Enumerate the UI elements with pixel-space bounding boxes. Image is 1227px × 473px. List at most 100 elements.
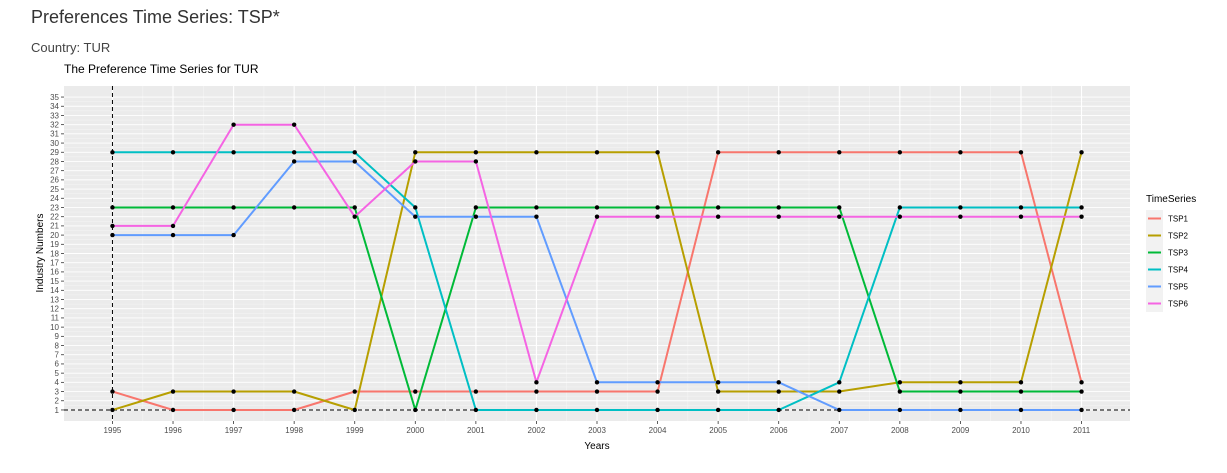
x-tick-label: 2002 (528, 426, 546, 435)
y-tick-label: 20 (50, 231, 59, 240)
data-point-tsp4 (958, 205, 963, 210)
data-point-tsp2 (958, 380, 963, 385)
data-point-tsp6 (715, 214, 721, 219)
legend-label-tsp4: TSP4 (1168, 266, 1189, 275)
data-point-tsp2 (413, 150, 418, 155)
legend-label-tsp6: TSP6 (1168, 300, 1189, 309)
y-tick-label: 27 (50, 166, 59, 175)
data-point-tsp1 (110, 389, 115, 394)
data-point-tsp4 (715, 407, 721, 413)
data-point-tsp3 (776, 205, 781, 210)
y-tick-label: 34 (50, 102, 59, 111)
data-point-tsp5 (837, 407, 842, 413)
x-tick-label: 2008 (891, 426, 909, 435)
data-point-tsp5 (1018, 407, 1024, 413)
x-tick-label: 2011 (1073, 426, 1091, 435)
data-point-tsp2 (655, 150, 660, 155)
data-point-tsp1 (715, 150, 721, 155)
data-point-tsp6 (170, 223, 176, 229)
y-tick-label: 28 (50, 157, 59, 166)
x-tick-label: 2003 (588, 426, 606, 435)
y-tick-label: 4 (55, 378, 60, 387)
data-point-tsp5 (110, 232, 115, 238)
x-tick-label: 1998 (285, 426, 303, 435)
y-tick-label: 1 (55, 406, 60, 415)
x-tick-label: 2006 (770, 426, 788, 435)
data-point-tsp2 (291, 389, 297, 394)
data-point-tsp6 (655, 214, 660, 219)
x-tick-label: 2000 (406, 426, 424, 435)
legend-label-tsp5: TSP5 (1168, 283, 1189, 292)
data-point-tsp5 (715, 380, 721, 385)
x-tick-label: 2005 (709, 426, 727, 435)
data-point-tsp6 (534, 380, 539, 385)
data-point-tsp3 (958, 389, 963, 394)
legend: TimeSeries TSP1 TSP2 TSP3 TSP4 TSP5 TSP6 (1146, 194, 1196, 312)
data-point-tsp4 (655, 407, 660, 413)
x-tick-label: 1999 (346, 426, 364, 435)
data-point-tsp3 (1018, 389, 1024, 394)
x-tick-label: 2001 (467, 426, 485, 435)
y-tick-label: 8 (55, 341, 60, 350)
data-point-tsp3 (837, 205, 842, 210)
x-tick-label: 1997 (225, 426, 243, 435)
data-point-tsp4 (291, 150, 297, 155)
data-point-tsp4 (594, 407, 600, 413)
data-point-tsp5 (534, 214, 539, 219)
data-point-tsp5 (594, 380, 600, 385)
data-point-tsp2 (534, 150, 539, 155)
data-point-tsp2 (1018, 380, 1024, 385)
legend-title: TimeSeries (1146, 194, 1196, 205)
data-point-tsp1 (231, 407, 236, 413)
data-point-tsp2 (231, 389, 236, 394)
data-point-tsp6 (231, 122, 236, 127)
data-point-tsp2 (837, 389, 842, 394)
y-axis: 1234567891011121314151617181920212223242… (50, 93, 64, 415)
data-point-tsp3 (110, 205, 115, 210)
y-tick-label: 32 (50, 120, 59, 129)
data-point-tsp6 (110, 223, 115, 229)
data-point-tsp3 (1079, 389, 1084, 394)
y-tick-label: 23 (50, 203, 59, 212)
data-point-tsp5 (170, 232, 176, 238)
y-tick-label: 35 (50, 93, 59, 102)
y-tick-label: 10 (50, 323, 59, 332)
data-point-tsp3 (534, 205, 539, 210)
y-tick-label: 21 (50, 222, 59, 231)
data-point-tsp5 (413, 214, 418, 219)
data-point-tsp3 (715, 205, 721, 210)
y-tick-label: 7 (55, 351, 60, 360)
y-tick-label: 30 (50, 139, 59, 148)
data-point-tsp3 (897, 389, 903, 394)
y-tick-label: 16 (50, 268, 59, 277)
data-point-tsp6 (594, 214, 600, 219)
data-point-tsp2 (352, 407, 357, 413)
data-point-tsp5 (897, 407, 903, 413)
data-point-tsp1 (291, 407, 297, 413)
legend-label-tsp3: TSP3 (1168, 249, 1189, 258)
data-point-tsp4 (413, 205, 418, 210)
y-axis-title: Industry Numbers (35, 214, 46, 293)
data-point-tsp3 (291, 205, 297, 210)
y-tick-label: 14 (50, 286, 59, 295)
data-point-tsp5 (291, 159, 297, 164)
x-axis-title: Years (584, 441, 609, 452)
x-tick-label: 2009 (952, 426, 970, 435)
data-point-tsp5 (231, 232, 236, 238)
y-tick-label: 9 (55, 332, 60, 341)
y-tick-label: 29 (50, 148, 59, 157)
data-point-tsp2 (1079, 150, 1084, 155)
y-tick-label: 12 (50, 305, 59, 314)
data-point-tsp2 (594, 150, 600, 155)
data-point-tsp5 (776, 380, 781, 385)
x-tick-label: 1996 (164, 426, 182, 435)
data-point-tsp5 (958, 407, 963, 413)
data-point-tsp5 (352, 159, 357, 164)
page-title: Preferences Time Series: TSP* (31, 7, 280, 27)
data-point-tsp6 (897, 214, 903, 219)
data-point-tsp2 (473, 150, 479, 155)
data-point-tsp6 (291, 122, 297, 127)
data-point-tsp1 (837, 150, 842, 155)
y-tick-label: 13 (50, 295, 59, 304)
